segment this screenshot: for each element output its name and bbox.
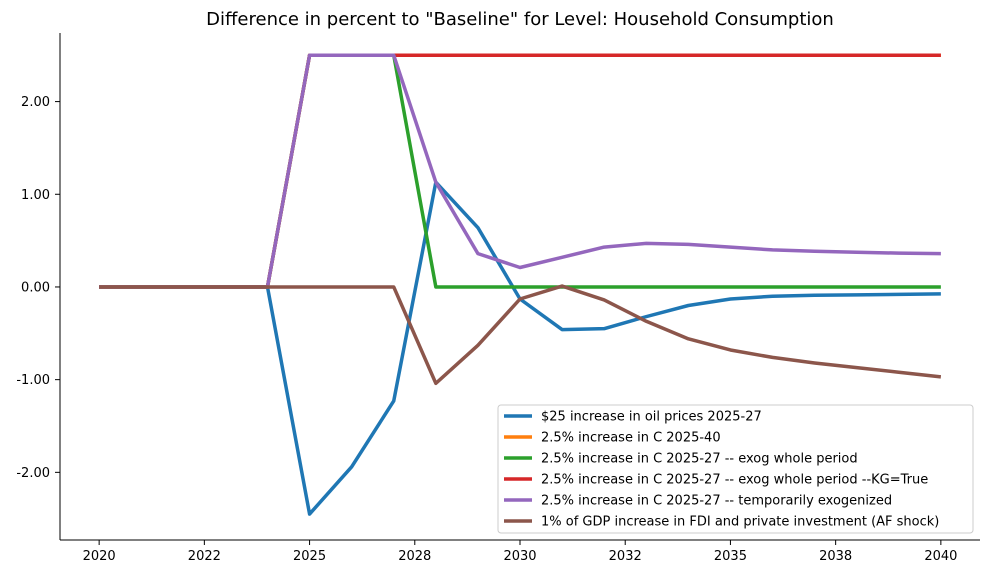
series-line-5 <box>99 53 941 289</box>
axes: 2020 2022 2025 2028 2030 2032 2035 2038 2040 2.00… <box>16 33 980 564</box>
y-tick-label: -1.00 <box>16 373 50 388</box>
y-tick-label: -2.00 <box>16 466 50 481</box>
legend-box <box>497 404 974 534</box>
chart-title: Difference in percent to "Baseline" for … <box>206 9 834 30</box>
y-tick-label: 1.00 <box>21 188 50 203</box>
series-line-6 <box>99 284 942 386</box>
legend-label: 1% of GDP increase in FDI and private in… <box>541 515 939 530</box>
legend-label: 2.5% increase in C 2025-27 -- exog whole… <box>541 452 858 467</box>
x-tick-label: 2035 <box>714 549 747 564</box>
x-tick-label: 2030 <box>503 549 536 564</box>
legend-label: 2.5% increase in C 2025-27 -- exog whole… <box>541 473 928 488</box>
x-tick-label: 2025 <box>293 549 326 564</box>
y-tick-label: 2.00 <box>21 95 50 110</box>
legend-label: $25 increase in oil prices 2025-27 <box>541 410 762 425</box>
x-tick-label: 2038 <box>819 549 852 564</box>
series-lines <box>99 53 942 516</box>
x-tick-label: 2028 <box>398 549 431 564</box>
x-tick-label: 2032 <box>609 549 642 564</box>
y-tick-label: 0.00 <box>21 280 50 295</box>
legend-label: 2.5% increase in C 2025-27 -- temporaril… <box>541 494 892 509</box>
x-tick-label: 2040 <box>924 549 957 564</box>
legend: $25 increase in oil prices 2025-27 2.5% i… <box>497 404 974 534</box>
x-tick-label: 2020 <box>83 549 116 564</box>
x-tick-label: 2022 <box>188 549 221 564</box>
legend-label: 2.5% increase in C 2025-40 <box>541 431 721 446</box>
